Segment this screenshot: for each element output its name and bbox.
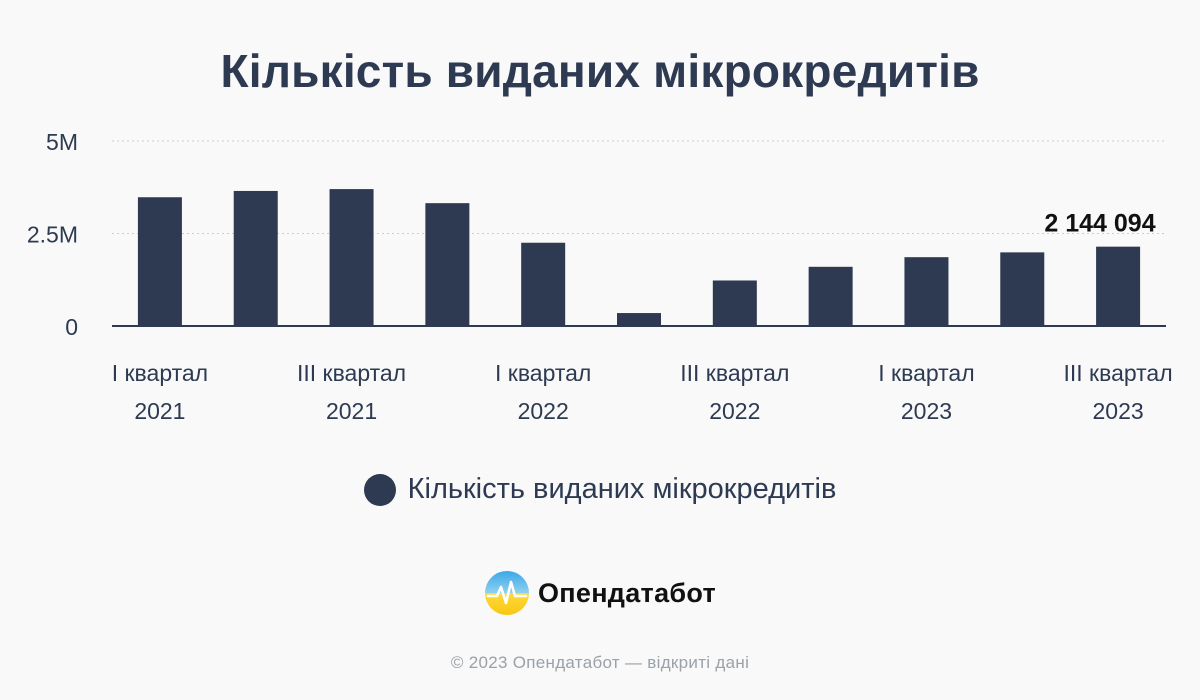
- x-tick-label: III квартал 2022: [680, 360, 789, 424]
- bar: [904, 257, 949, 326]
- x-tick-label: I квартал 2022: [495, 360, 591, 424]
- bar: [1000, 252, 1045, 326]
- bar: [521, 242, 566, 326]
- x-tick-label: I квартал 2023: [878, 360, 974, 424]
- bar: [425, 203, 470, 326]
- bar: [1096, 246, 1141, 326]
- chart-title: Кількість виданих мікрокредитів: [220, 45, 980, 97]
- bar: [329, 189, 374, 326]
- legend-label: Кількість виданих мікрокредитів: [407, 473, 837, 505]
- legend-swatch: [363, 473, 396, 506]
- y-tick-label: 2.5M: [27, 222, 78, 248]
- x-tick-label: I квартал 2021: [112, 360, 208, 424]
- x-tick-label: III квартал 2021: [297, 360, 406, 424]
- footer-copyright: © 2023 Опендатабот — відкриті дані: [450, 653, 750, 672]
- y-tick-label: 5M: [46, 129, 78, 155]
- bar: [808, 266, 853, 326]
- x-tick-label: III квартал 2023: [1064, 360, 1173, 424]
- bar: [617, 313, 661, 326]
- y-tick-label: 0: [65, 314, 78, 340]
- bar: [233, 190, 278, 326]
- data-label: 2 144 094: [1044, 210, 1155, 238]
- bar: [137, 197, 182, 326]
- bar-chart: 0 2.5M 5M I квартал 2021 III квартал 2021 I ква…: [27, 129, 1173, 424]
- opendatabot-logo-icon: [484, 571, 529, 615]
- bar: [712, 280, 757, 326]
- brand: Опендатабот: [0, 570, 1200, 616]
- brand-name: Опендатабот: [537, 577, 717, 608]
- legend[interactable]: Кількість виданих мікрокредитів: [0, 473, 1200, 506]
